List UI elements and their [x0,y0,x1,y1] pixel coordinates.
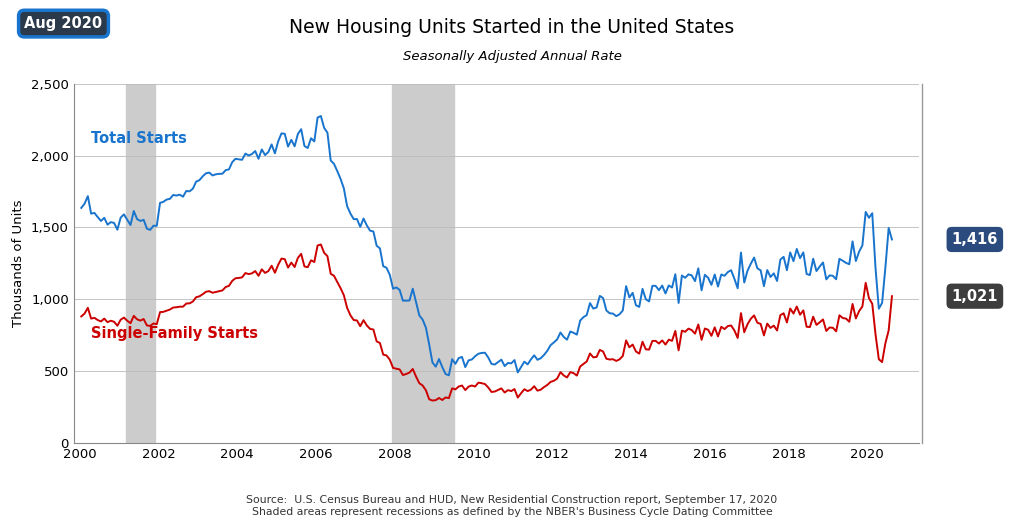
Text: Source:  U.S. Census Bureau and HUD, New Residential Construction report, Septem: Source: U.S. Census Bureau and HUD, New … [247,495,777,517]
Text: Single-Family Starts: Single-Family Starts [91,326,258,341]
Text: 1,416: 1,416 [951,232,998,247]
Bar [391,84,454,443]
Text: New Housing Units Started in the United States: New Housing Units Started in the United … [290,18,734,37]
Text: Aug 2020: Aug 2020 [25,16,102,31]
Text: Seasonally Adjusted Annual Rate: Seasonally Adjusted Annual Rate [402,50,622,63]
Text: 1,021: 1,021 [951,289,998,304]
Y-axis label: Thousands of Units: Thousands of Units [12,200,26,327]
Bar [126,84,156,443]
Text: Total Starts: Total Starts [91,130,187,146]
